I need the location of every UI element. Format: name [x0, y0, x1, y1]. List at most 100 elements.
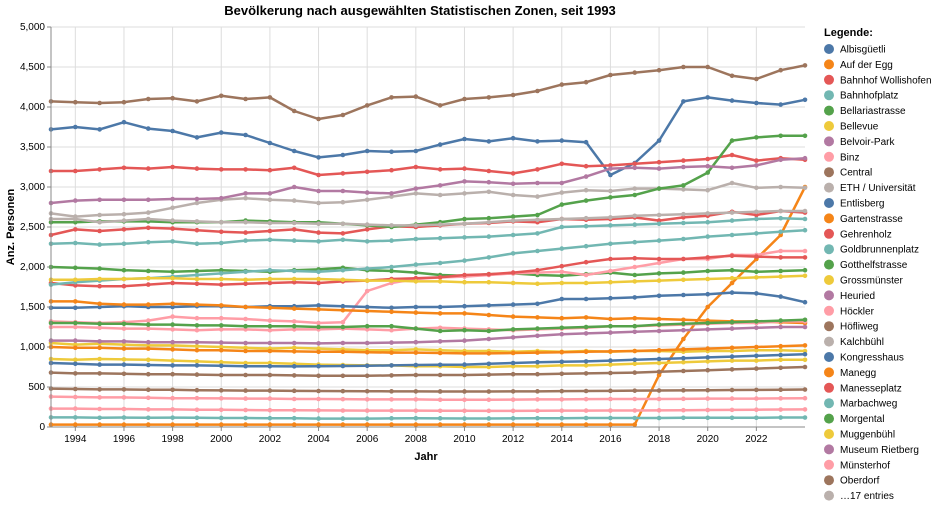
legend-label: Höfliweg [840, 322, 878, 333]
series-goldbrunnenplatz [48, 215, 808, 247]
data-point [486, 219, 492, 225]
data-point [583, 163, 589, 169]
data-point [510, 350, 516, 356]
data-point [754, 254, 759, 259]
data-point [778, 102, 783, 107]
data-point [656, 256, 662, 262]
data-point [73, 227, 78, 232]
data-point [559, 246, 565, 251]
data-point [583, 408, 589, 413]
data-point [364, 222, 370, 227]
data-point [364, 190, 370, 195]
data-point [413, 262, 419, 267]
data-point [486, 408, 492, 414]
data-point [145, 326, 151, 331]
series-kalchbuhl [48, 208, 808, 228]
data-point [510, 214, 516, 219]
data-point [656, 408, 662, 413]
data-point [73, 320, 78, 326]
data-point [121, 218, 127, 223]
data-point [291, 306, 297, 311]
data-point [608, 295, 613, 301]
data-point [121, 415, 127, 420]
data-point [632, 388, 638, 393]
x-tick-label: 1998 [161, 434, 184, 445]
data-point [462, 272, 467, 278]
data-point [413, 372, 419, 378]
y-tick-label: 2,500 [20, 222, 45, 233]
data-point [218, 347, 224, 353]
legend-swatch [824, 182, 834, 193]
data-point [218, 267, 224, 273]
data-point [267, 407, 273, 413]
series-muggenbuhl [48, 273, 808, 287]
data-point [705, 387, 711, 393]
data-point [73, 99, 78, 105]
legend-swatch [824, 90, 834, 101]
data-point [608, 408, 613, 413]
data-point [681, 64, 686, 70]
series-line [51, 153, 806, 177]
data-point [316, 221, 321, 227]
data-point [121, 241, 127, 247]
data-point [802, 155, 808, 161]
data-point [486, 416, 492, 421]
data-point [364, 349, 370, 355]
data-point [73, 283, 78, 288]
data-point [778, 232, 783, 238]
legend-swatch [824, 228, 834, 239]
legend-swatch [824, 413, 834, 424]
data-point [316, 269, 321, 275]
series-line [51, 407, 806, 413]
data-point [145, 126, 151, 131]
data-point [462, 362, 467, 367]
legend-label: Muggenbühl [840, 430, 895, 441]
data-point [729, 319, 735, 325]
data-point [608, 72, 613, 78]
data-point [145, 357, 151, 363]
data-point [413, 408, 419, 413]
data-point [364, 288, 370, 294]
data-point [364, 227, 370, 232]
data-point [170, 275, 175, 281]
data-point [559, 371, 565, 377]
data-point [194, 302, 200, 307]
data-point [316, 239, 321, 244]
data-point [291, 165, 297, 171]
data-point [462, 397, 467, 403]
data-point [97, 301, 102, 307]
data-point [778, 343, 783, 349]
data-point [291, 422, 297, 427]
legend-label: Manegg [840, 368, 876, 379]
data-point [559, 224, 565, 230]
data-point [632, 255, 638, 261]
data-point [243, 372, 248, 378]
data-point [316, 155, 321, 160]
data-point [535, 231, 540, 236]
data-point [802, 324, 808, 330]
data-point [97, 422, 102, 427]
data-point [559, 82, 565, 87]
data-point [340, 416, 346, 421]
data-point [389, 223, 394, 228]
data-point [729, 165, 735, 171]
data-point [389, 305, 394, 311]
data-point [316, 416, 321, 421]
data-point [243, 323, 248, 329]
data-point [778, 352, 783, 358]
data-point [170, 304, 175, 310]
data-point [632, 165, 638, 171]
data-point [583, 198, 589, 203]
data-point [510, 135, 516, 141]
data-point [754, 358, 759, 363]
data-point [121, 357, 127, 362]
data-point [218, 327, 224, 332]
data-point [291, 345, 297, 351]
series-line [50, 265, 806, 278]
series-line [51, 134, 805, 229]
data-point [340, 221, 346, 227]
data-point [486, 351, 492, 356]
data-point [194, 339, 200, 345]
data-point [291, 340, 297, 346]
data-point [486, 364, 492, 370]
